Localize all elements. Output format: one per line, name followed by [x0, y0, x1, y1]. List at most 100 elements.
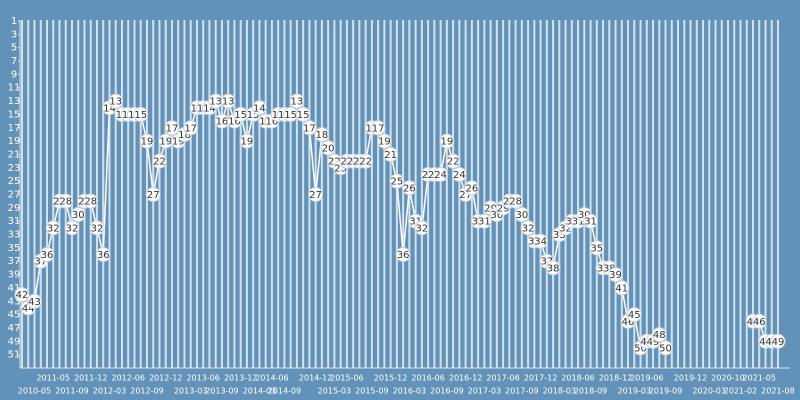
data-label: 49	[772, 337, 785, 348]
data-label: 17	[166, 123, 179, 134]
data-label: 37	[34, 257, 47, 268]
data-label: 31	[478, 217, 491, 228]
x-tick-label: 2013-12	[224, 374, 257, 383]
marker	[145, 187, 161, 202]
data-label: 14	[103, 103, 116, 114]
x-tick-label: 2014-12	[299, 374, 332, 383]
marker	[314, 126, 330, 142]
marker	[445, 153, 461, 169]
x-tick-label: 2012-12	[149, 374, 182, 383]
x-tick-label: 2011-05	[37, 374, 70, 383]
marker	[133, 106, 149, 122]
y-tick-label: 7	[11, 56, 17, 67]
data-label: 32	[522, 223, 535, 234]
x-tick-label: 2021-05	[743, 374, 776, 383]
y-tick-label: 21	[8, 149, 21, 160]
y-tick-label: 35	[8, 243, 21, 254]
data-label: 28	[509, 197, 522, 208]
data-label: 22	[153, 157, 166, 168]
x-tick-label: 2018-09	[574, 387, 607, 396]
data-label: 42	[16, 290, 29, 301]
marker	[370, 120, 386, 136]
x-tick-label: 2017-09	[505, 387, 538, 396]
y-tick-label: 25	[8, 176, 21, 187]
y-tick-label: 31	[8, 216, 21, 227]
data-label: 18	[316, 130, 329, 141]
x-tick-label: 2011-09	[55, 387, 88, 396]
data-label: 19	[241, 137, 254, 148]
data-label: 32	[559, 223, 572, 234]
marker	[64, 220, 80, 236]
x-tick-label: 2017-03	[468, 387, 501, 396]
marker	[295, 106, 311, 122]
x-tick-label: 2016-03	[393, 387, 426, 396]
data-label: 13	[209, 97, 222, 108]
data-label: 15	[234, 110, 247, 121]
data-label: 45	[628, 310, 641, 321]
marker	[39, 247, 55, 263]
x-tick-label: 2011-12	[74, 374, 107, 383]
marker	[614, 280, 630, 296]
marker	[533, 233, 549, 249]
y-tick-label: 29	[8, 203, 21, 214]
y-tick-label: 27	[8, 190, 21, 201]
data-label: 22	[447, 157, 460, 168]
x-tick-label: 2016-06	[411, 374, 444, 383]
marker	[308, 187, 324, 202]
data-label: 49	[647, 337, 660, 348]
marker	[89, 220, 105, 236]
marker	[451, 166, 467, 182]
marker	[220, 93, 236, 109]
data-label: 17	[372, 123, 385, 134]
data-label: 17	[184, 123, 197, 134]
data-label: 14	[203, 103, 216, 114]
y-tick-label: 13	[8, 96, 21, 107]
y-tick-label: 1	[11, 16, 17, 27]
y-tick-label: 23	[8, 163, 21, 174]
data-label: 41	[615, 283, 628, 294]
y-tick-label: 33	[8, 230, 21, 241]
data-label: 19	[141, 137, 154, 148]
marker	[770, 333, 786, 349]
marker	[289, 93, 305, 109]
marker	[545, 260, 561, 276]
marker	[476, 213, 492, 229]
data-label: 30	[578, 210, 591, 221]
marker	[658, 340, 674, 356]
y-tick-label: 37	[8, 256, 21, 267]
y-tick-label: 51	[8, 350, 21, 361]
x-tick-label: 2021-02	[724, 387, 757, 396]
data-label: 36	[397, 250, 410, 261]
data-label: 34	[534, 237, 547, 248]
x-tick-label: 2019-09	[649, 387, 682, 396]
x-tick-label: 2017-12	[524, 374, 557, 383]
data-label: 28	[84, 197, 97, 208]
x-tick-label: 2015-03	[318, 387, 351, 396]
data-label: 36	[97, 250, 110, 261]
data-label: 19	[172, 137, 185, 148]
y-tick-label: 19	[8, 136, 21, 147]
y-tick-label: 3	[11, 29, 17, 40]
marker	[751, 313, 767, 329]
data-label: 15	[284, 110, 297, 121]
data-label: 26	[403, 183, 416, 194]
marker	[45, 220, 61, 236]
marker	[583, 213, 599, 229]
data-label: 31	[572, 217, 585, 228]
data-label: 25	[391, 177, 404, 188]
x-tick-label: 2015-09	[355, 387, 388, 396]
marker	[239, 133, 255, 149]
marker	[514, 207, 530, 223]
marker	[183, 120, 199, 136]
data-label: 23	[334, 163, 347, 174]
x-tick-label: 2015-12	[374, 374, 407, 383]
data-label: 29	[484, 203, 497, 214]
data-label: 29	[497, 203, 510, 214]
y-tick-label: 49	[8, 336, 21, 347]
marker	[58, 193, 74, 209]
data-label: 19	[378, 137, 391, 148]
x-tick-label: 2019-03	[618, 387, 651, 396]
marker	[95, 247, 111, 263]
data-label: 32	[66, 223, 79, 234]
marker	[395, 247, 411, 263]
